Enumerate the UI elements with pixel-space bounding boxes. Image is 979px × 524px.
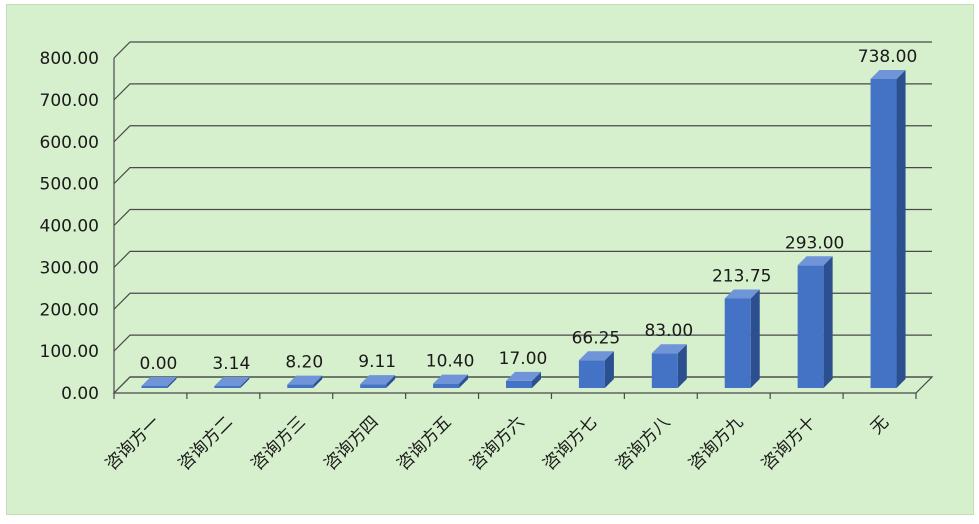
bar-top [797,256,833,266]
x-category-label: 咨询方七 [539,412,601,474]
data-label: 83.00 [644,321,693,341]
bar-top [506,371,541,381]
data-label: 3.14 [212,354,250,374]
bar [651,344,687,388]
y-tick-label: 400.00 [40,217,99,237]
bar-side [386,375,396,388]
gridline [113,292,932,310]
bar-side [823,256,833,388]
gridline [113,125,932,143]
bar-top [287,375,323,385]
bar-side [459,374,469,388]
chart-floor [112,376,934,394]
x-category-label: 咨询方八 [612,412,674,474]
bar-top [360,375,396,385]
data-label: 738.00 [858,47,917,67]
x-category-label: 咨询方一 [102,412,164,474]
x-category-label: 咨询方十 [758,412,820,474]
x-category-label: 咨询方二 [175,412,237,474]
x-category-label: 咨询方九 [685,412,747,474]
y-tick-label: 600.00 [40,133,99,153]
gridline [113,167,932,185]
bar-top [870,69,906,79]
data-label: 213.75 [712,266,771,286]
bar [287,375,323,388]
bar-top [724,289,760,299]
bar-front [287,384,314,388]
data-label: 10.40 [426,352,475,372]
bar-front [214,386,241,388]
bar-front [141,386,168,388]
x-category-label: 咨询方六 [466,412,528,474]
bar-front [724,298,751,388]
chart-panel: 0.00 100.00 200.00 300.00 400.00 500.00 600.00… [6,4,974,515]
bar [797,256,833,388]
x-category-label: 咨询方三 [248,412,310,474]
bar-side [313,375,323,388]
bar-front [578,360,605,388]
bar-side [240,377,250,388]
bar-front [506,380,532,388]
bar-top [578,351,614,361]
bar-front [870,78,897,389]
bar-chart: 0.00 100.00 200.00 300.00 400.00 500.00 600.00… [40,41,934,475]
bar-top [651,344,687,354]
y-tick-label: 200.00 [40,300,99,320]
gridline [113,208,932,226]
bar [214,377,250,388]
y-tick-label: 700.00 [40,91,99,111]
bar-side [677,344,687,388]
bar [433,374,469,388]
gridline [113,250,932,268]
bar-side [167,377,177,388]
data-label: 0.00 [140,354,178,374]
bar-side [750,289,760,388]
y-tick-label: 100.00 [40,342,99,362]
data-label: 293.00 [785,233,844,253]
x-category-label: 咨询方五 [393,412,455,474]
bar-front [360,384,387,388]
axes [112,58,934,399]
y-tick-label: 0.00 [61,384,99,404]
bar [141,377,177,388]
x-category-label: 无 [867,412,893,438]
data-label: 66.25 [572,328,621,348]
y-tick-label: 800.00 [40,49,99,69]
bar-top [433,374,469,384]
bar-front [651,353,678,388]
bar [870,69,906,389]
bar-front [433,383,460,388]
bar [506,371,541,388]
y-tick-label: 500.00 [40,175,99,195]
gridlines [113,41,932,394]
bar-front [797,265,824,388]
y-tick-label: 300.00 [40,258,99,278]
bar-side [604,351,614,388]
bar [360,375,396,388]
bar-top [141,377,177,386]
labels: 0.00 100.00 200.00 300.00 400.00 500.00 600.00… [40,47,918,475]
bar-side [532,371,541,388]
data-label: 17.00 [499,349,548,369]
bars [141,69,906,389]
gridline [113,334,932,352]
gridline [113,41,932,59]
data-label: 8.20 [285,353,323,373]
bar [724,289,760,388]
bar [578,351,614,388]
bar-side [896,69,906,389]
bar-top [214,377,250,386]
x-category-label: 咨询方四 [320,412,382,474]
gridline [113,83,932,101]
data-label: 9.11 [358,352,396,372]
